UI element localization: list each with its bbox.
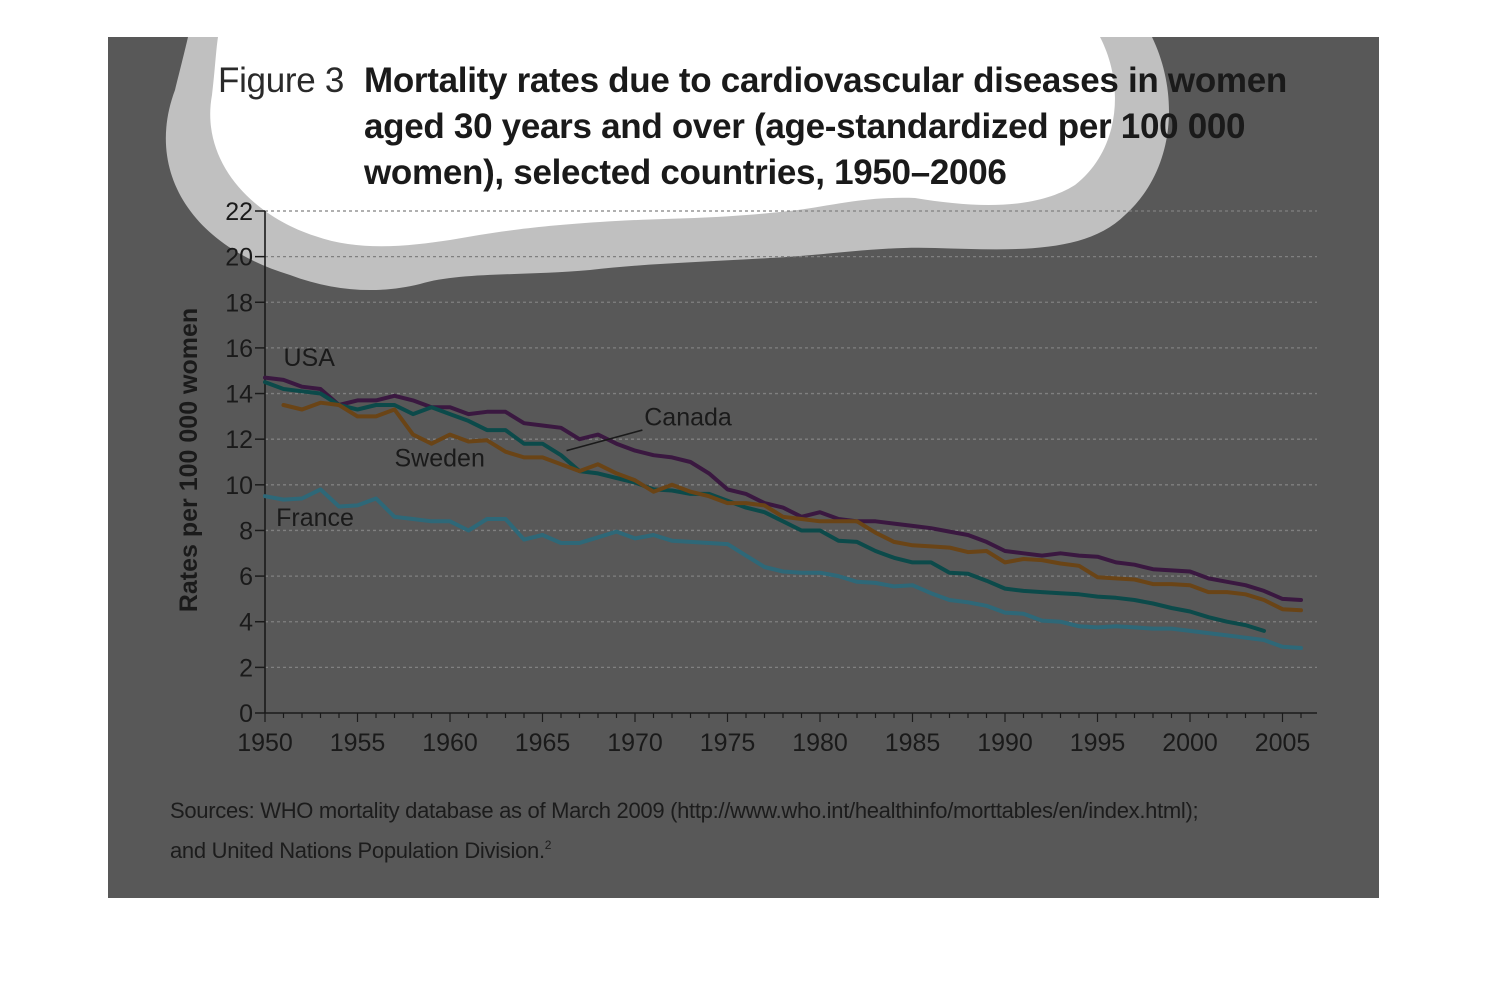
x-tick-label-1985: 1985: [885, 729, 941, 757]
series-label-canada: Canada: [644, 403, 732, 431]
x-tick-label-1950: 1950: [237, 729, 293, 757]
sources-line-1: Sources: WHO mortality database as of Ma…: [170, 798, 1199, 823]
y-tick-label-18: 18: [225, 289, 253, 317]
y-tick-label-20: 20: [225, 244, 253, 272]
y-tick-label-0: 0: [239, 700, 253, 728]
figure-label: Figure 3: [218, 61, 344, 100]
x-tick-label-1955: 1955: [330, 729, 386, 757]
series-label-france: France: [276, 504, 354, 532]
series-line-canada: [263, 380, 1266, 633]
x-tick-label-1995: 1995: [1070, 729, 1126, 757]
y-tick-label-14: 14: [225, 381, 253, 409]
x-tick-label-1970: 1970: [607, 729, 663, 757]
sources-line-2: and United Nations Population Division.: [170, 838, 545, 863]
y-tick-label-16: 16: [225, 335, 253, 363]
y-tick-label-10: 10: [225, 472, 253, 500]
cloud-fill: [210, 37, 1115, 247]
x-tick-label-1975: 1975: [700, 729, 756, 757]
series-labels: USA Canada Sweden France: [276, 344, 732, 532]
leader-line-canada: [566, 429, 643, 452]
x-tick-label-1960: 1960: [422, 729, 478, 757]
figure-title-block: Figure 3 Mortality rates due to cardiova…: [218, 58, 1338, 196]
y-tick-label-6: 6: [239, 563, 253, 591]
x-tick-label-1965: 1965: [515, 729, 571, 757]
sources-note: Sources: WHO mortality database as of Ma…: [170, 794, 1320, 868]
y-tick-label-4: 4: [239, 609, 253, 637]
series-line-sweden: [281, 400, 1303, 613]
series-line-france: [263, 487, 1303, 650]
y-tick-label-8: 8: [239, 517, 253, 545]
series-label-sweden: Sweden: [395, 445, 485, 473]
x-tick-label-1980: 1980: [792, 729, 848, 757]
series-line-usa: [263, 375, 1303, 602]
axes: 0 2 4 6 8 10 12 14 16 18 20 22 1950 1955 1960 1965 1970 1…: [225, 198, 1317, 757]
series-label-usa: USA: [284, 344, 336, 372]
y-axis-label: Rates per 100 000 women: [175, 308, 203, 612]
x-tick-label-2005: 2005: [1255, 729, 1311, 757]
figure-title: Mortality rates due to cardiovascular di…: [364, 61, 1287, 192]
x-tick-label-1990: 1990: [977, 729, 1033, 757]
y-tick-label-2: 2: [239, 654, 253, 682]
series-lines: [263, 375, 1303, 650]
x-tick-label-2000: 2000: [1162, 729, 1218, 757]
footnote-ref: 2: [544, 838, 552, 852]
y-tick-label-22: 22: [225, 198, 253, 226]
y-tick-label-12: 12: [225, 426, 253, 454]
